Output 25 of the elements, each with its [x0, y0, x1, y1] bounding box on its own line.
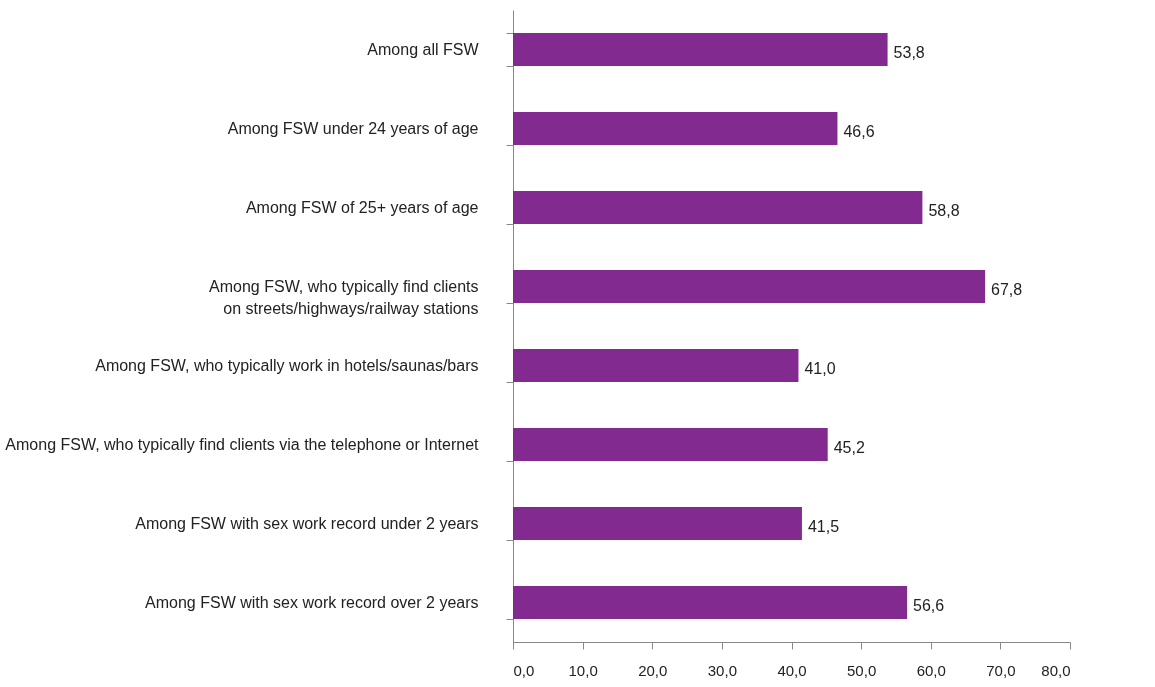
- y-tick-label: Among FSW of 25+ years of age: [245, 199, 479, 216]
- x-tick-label: 50,0: [847, 661, 877, 679]
- y-tick-label: Among all FSW: [367, 41, 480, 58]
- x-tick-label: 0,0: [513, 661, 535, 679]
- data-label: 46,6: [843, 122, 875, 140]
- y-tick-label: Among FSW with sex work record over 2 years: [145, 594, 479, 611]
- x-tick-label: 60,0: [916, 661, 946, 679]
- x-tick-label: 10,0: [568, 661, 598, 679]
- data-label: 56,6: [913, 596, 945, 614]
- x-tick-label: 30,0: [707, 661, 737, 679]
- x-tick-label: 20,0: [638, 661, 668, 679]
- data-label: 67,8: [991, 280, 1023, 298]
- x-tick-label: 80,0: [1041, 661, 1071, 679]
- y-tick-label: Among FSW with sex work record under 2 years: [135, 515, 479, 532]
- y-tick-label: Among FSW, who typically find clients via the telephone or Internet: [5, 436, 480, 453]
- x-tick-label: 40,0: [777, 661, 807, 679]
- y-tick-label: Among FSW, who typically find clients on streets/highways/railway stations: [209, 278, 479, 317]
- y-tick-label: Among FSW under 24 years of age: [227, 120, 479, 137]
- data-label: 45,2: [833, 438, 865, 456]
- data-label: 41,5: [807, 517, 840, 535]
- data-label: 53,8: [893, 43, 925, 61]
- data-label: 41,0: [804, 359, 836, 377]
- data-label: 58,8: [928, 201, 960, 219]
- y-tick-label: Among FSW, who typically work in hotels/saunas/bars: [95, 357, 479, 374]
- x-tick-label: 70,0: [986, 661, 1016, 679]
